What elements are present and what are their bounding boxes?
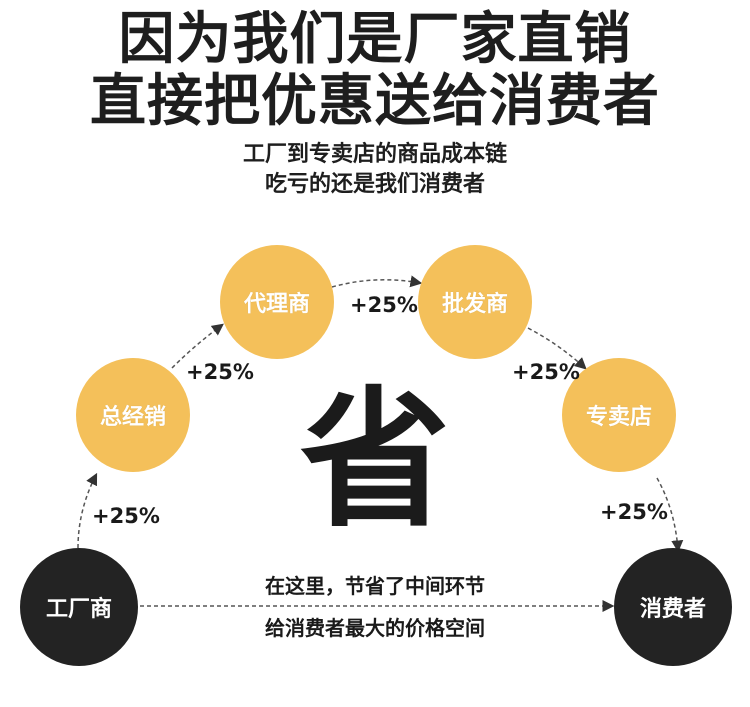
subheadline-line-2: 吃亏的还是我们消费者 [264,172,485,197]
bottom-note-line-1: 在这里，节省了中间环节 [265,574,485,598]
arrow-wholesaler-to-store [527,327,587,370]
arrow-general-to-agent [171,323,224,369]
markup-label-3: +25% [350,293,418,317]
node-store: 专卖店 [562,358,676,472]
headline-line-1: 因为我们是厂家直销 [118,7,632,72]
node-wholesaler: 批发商 [418,245,532,359]
markup-label-2: +25% [186,360,254,384]
arrow-store-to-consumer [656,477,684,553]
node-consumer: 消费者 [614,548,732,666]
node-factory: 工厂商 [20,548,138,666]
markup-label-1: +25% [92,504,160,528]
arrow-factory-to-general [77,472,98,549]
markup-label-4: +25% [512,360,580,384]
subheadline-line-1: 工厂到专卖店的商品成本链 [242,142,507,167]
headline-line-2: 直接把优惠送给消费者 [90,69,660,134]
node-general-distributor: 总经销 [76,358,190,472]
center-save-character: 省 [300,374,451,548]
node-agent: 代理商 [220,245,334,359]
bottom-note-line-2: 给消费者最大的价格空间 [265,616,485,640]
arrow-agent-to-wholesaler [331,275,423,288]
markup-label-5: +25% [600,500,668,524]
